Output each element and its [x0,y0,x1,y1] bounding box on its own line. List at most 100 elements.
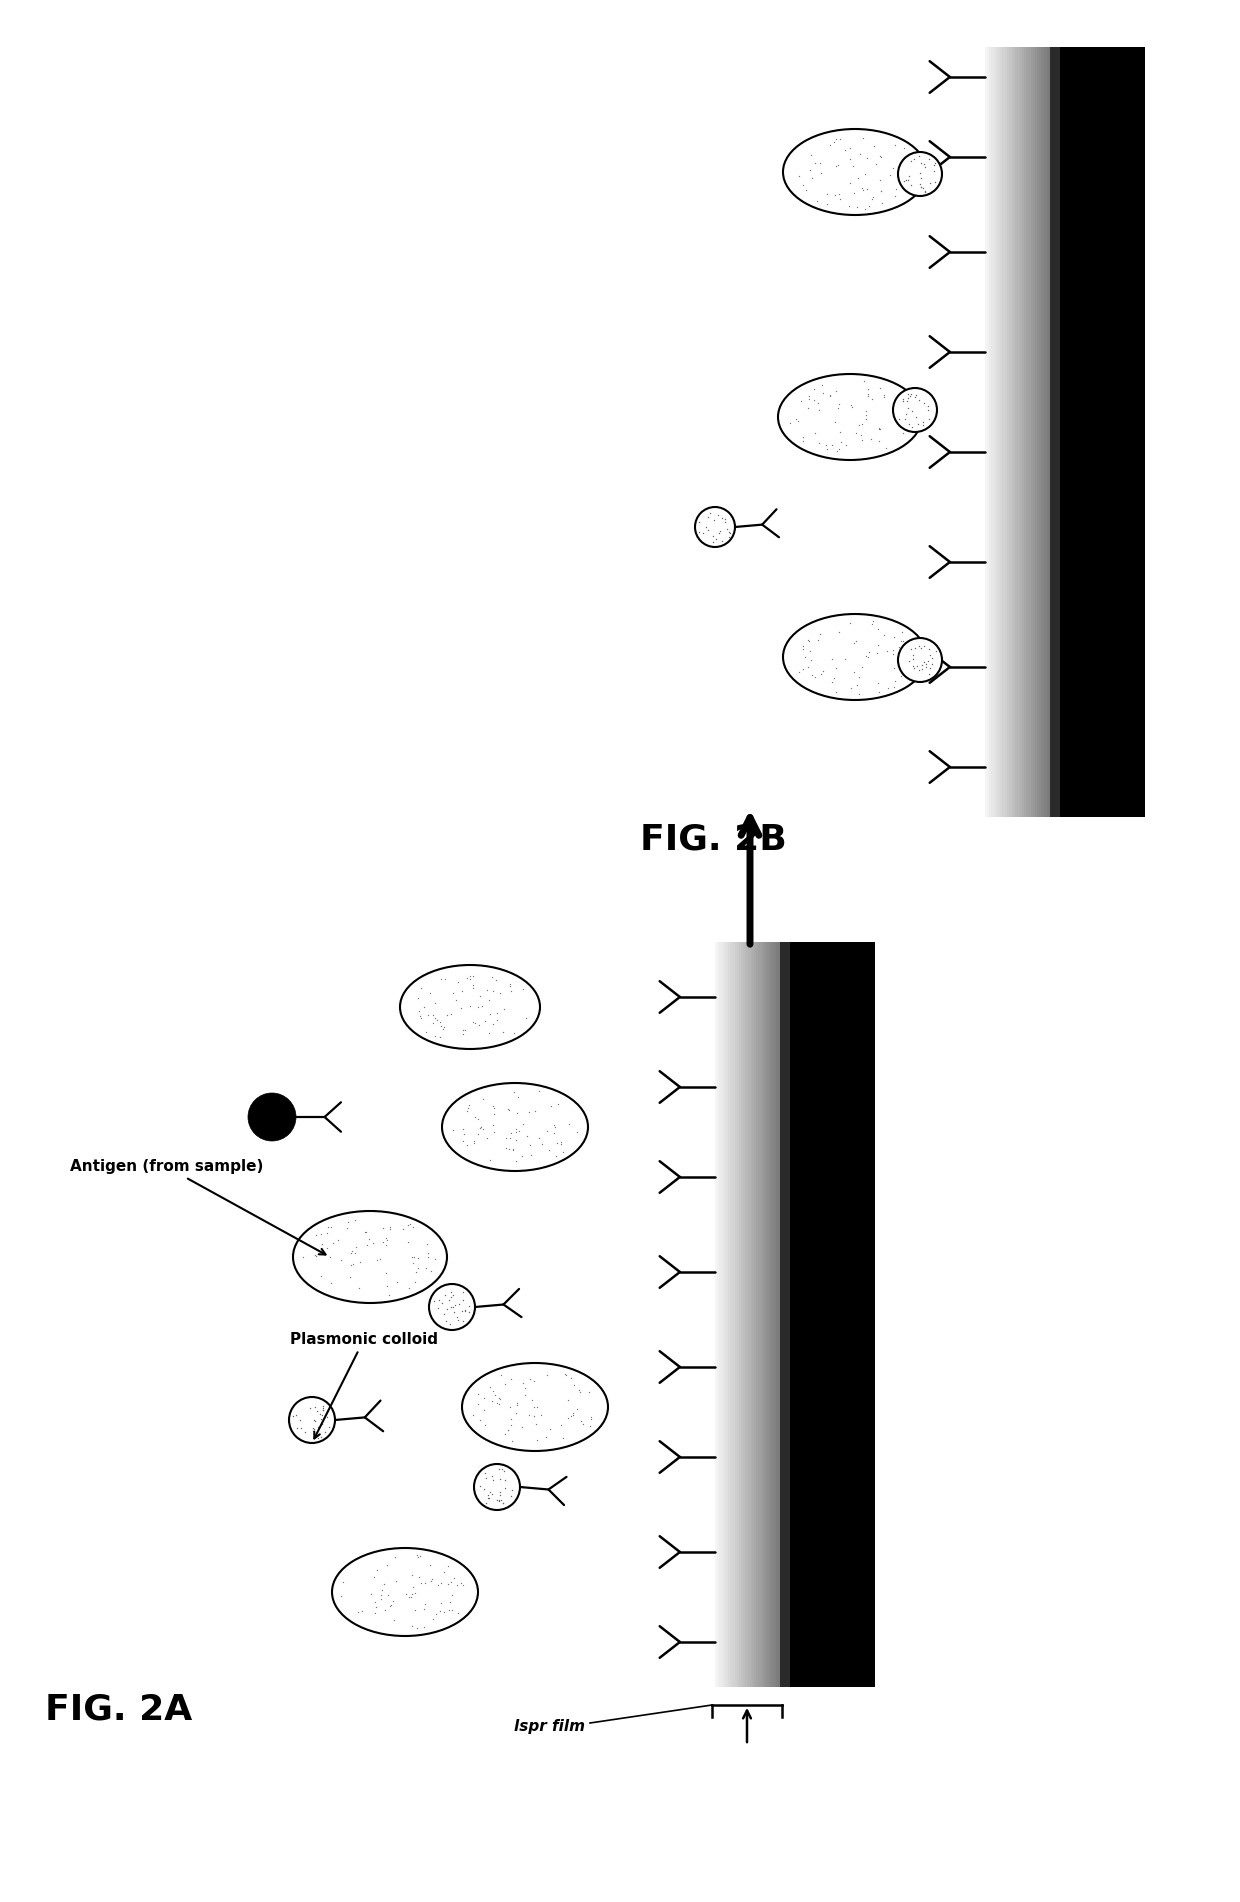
Point [812,369,832,399]
Point [697,512,717,542]
Point [484,1465,503,1495]
Point [874,382,894,413]
Point [423,1603,443,1634]
Point [827,436,847,466]
Point [305,1240,325,1271]
Point [826,375,846,405]
Point [898,378,918,409]
Point [560,1402,580,1432]
Point [498,1094,518,1124]
Point [826,407,846,437]
Text: FIG. 2B: FIG. 2B [640,824,786,858]
Point [715,504,735,534]
Point [527,1425,547,1455]
Point [884,671,904,702]
Point [500,968,520,999]
Point [363,1229,383,1259]
Point [870,143,890,173]
Point [911,164,931,194]
Point [507,1388,527,1419]
Point [311,1261,331,1291]
Point [913,650,932,681]
Point [894,399,914,430]
Point [343,1248,363,1278]
Point [418,1242,438,1272]
Point [286,1400,306,1430]
Point [494,1457,513,1487]
Point [341,1250,361,1280]
Point [449,1598,469,1628]
Point [408,1244,428,1274]
Point [438,1550,458,1581]
Point [789,656,808,687]
Text: Antigen (from sample): Antigen (from sample) [69,1160,326,1255]
Ellipse shape [463,1364,608,1451]
Point [506,1116,526,1147]
Point [434,1299,454,1329]
Point [513,1109,533,1139]
Point [899,647,919,677]
Point [909,654,929,685]
Bar [717,941,720,1687]
Point [423,999,443,1029]
Point [802,660,822,690]
Point [432,1012,451,1042]
Point [501,1404,521,1434]
Point [453,1276,472,1307]
Point [826,652,846,683]
Point [786,403,806,434]
Point [791,386,811,417]
Point [520,1096,539,1126]
Point [405,1594,425,1624]
Point [470,1406,490,1436]
Bar [1018,48,1021,818]
Point [887,173,906,204]
Point [402,1611,422,1641]
Point [908,650,928,681]
Point [909,384,929,415]
Ellipse shape [429,1284,475,1329]
Point [454,1126,474,1156]
Point [821,380,841,411]
Point [854,194,874,224]
Point [699,498,719,529]
Point [541,1090,560,1120]
Point [553,1423,573,1453]
Bar [996,48,998,818]
Point [476,1463,496,1493]
Point [841,671,861,702]
Bar [790,941,875,1687]
Point [398,1227,418,1257]
Point [465,1101,485,1132]
Point [312,1407,332,1438]
Point [885,181,905,211]
Bar [1050,48,1060,818]
Point [812,378,832,409]
Point [894,156,914,186]
Point [448,1305,467,1335]
Point [417,1253,436,1284]
Point [311,1423,331,1453]
Bar [1004,48,1007,818]
Point [438,1569,458,1600]
Point [878,673,898,704]
Point [915,175,935,205]
Point [872,175,892,205]
Point [430,1008,450,1038]
Point [405,1579,425,1609]
Point [817,434,837,464]
Point [811,158,831,188]
Point [889,631,909,662]
Point [558,1385,578,1415]
Point [317,1217,337,1248]
Point [890,660,910,690]
Point [516,1002,536,1033]
Point [862,384,882,415]
Point [894,158,914,188]
Point [355,1217,374,1248]
Point [868,668,888,698]
Point [474,1394,494,1425]
Point [448,966,467,997]
Point [379,1280,399,1310]
Point [901,633,921,664]
